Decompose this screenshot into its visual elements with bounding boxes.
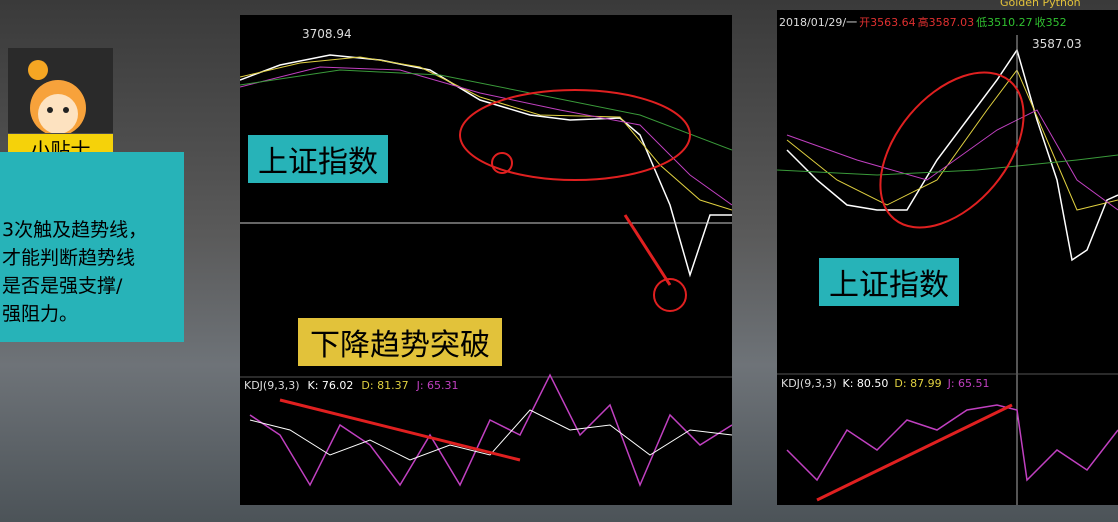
right-chart: 2018/01/29/一 开3563.64 高3587.03 低3510.27 … [776, 10, 1118, 505]
date: 2018/01/29/一 [779, 16, 858, 29]
kdj-j: J: 65.31 [416, 379, 459, 392]
open: 开3563.64 [859, 16, 916, 29]
kdj-d: D: 81.37 [361, 379, 409, 392]
kdj-name: KDJ(9,3,3) [781, 377, 837, 390]
left-chart: 3708.94 上证指数 下降趋势突破 KDJ(9,3,3) K: 76.02 … [239, 15, 733, 505]
index-label: 上证指数 [819, 258, 959, 306]
low: 低3510.27 [976, 16, 1033, 29]
mascot [8, 48, 113, 136]
left-chart-graphics [239, 54, 733, 488]
peak-label: 3587.03 [1032, 37, 1082, 51]
kdj-d: D: 87.99 [894, 377, 942, 390]
close: 收352 [1034, 16, 1067, 29]
tip-text: 3次触及趋势线， 才能判断趋势线 是否是强支撑/ 强阻力。 [0, 152, 184, 328]
tip-box: 3次触及趋势线， 才能判断趋势线 是否是强支撑/ 强阻力。 [0, 152, 184, 342]
tip-line: 才能判断趋势线 [2, 247, 136, 269]
logo: Golden Python [1000, 0, 1081, 9]
right-chart-graphics [776, 35, 1118, 505]
caption: 下降趋势突破 [298, 318, 502, 366]
price-header: 2018/01/29/一 开3563.64 高3587.03 低3510.27 … [779, 14, 1067, 30]
tip-line: 3次触及趋势线， [2, 219, 148, 241]
tip-line: 强阻力。 [2, 303, 79, 325]
index-label: 上证指数 [248, 135, 388, 183]
mascot-icon [28, 60, 86, 136]
kdj-k: K: 80.50 [842, 377, 889, 390]
kdj-j: J: 65.51 [947, 377, 990, 390]
kdj-k: K: 76.02 [307, 379, 354, 392]
kdj-name: KDJ(9,3,3) [244, 379, 300, 392]
kdj-header: KDJ(9,3,3) K: 80.50 D: 87.99 J: 65.51 [781, 377, 990, 390]
high: 高3587.03 [917, 16, 975, 29]
peak-label: 3708.94 [302, 27, 352, 41]
tip-line: 是否是强支撑/ [2, 275, 123, 297]
kdj-header: KDJ(9,3,3) K: 76.02 D: 81.37 J: 65.31 [244, 379, 459, 392]
